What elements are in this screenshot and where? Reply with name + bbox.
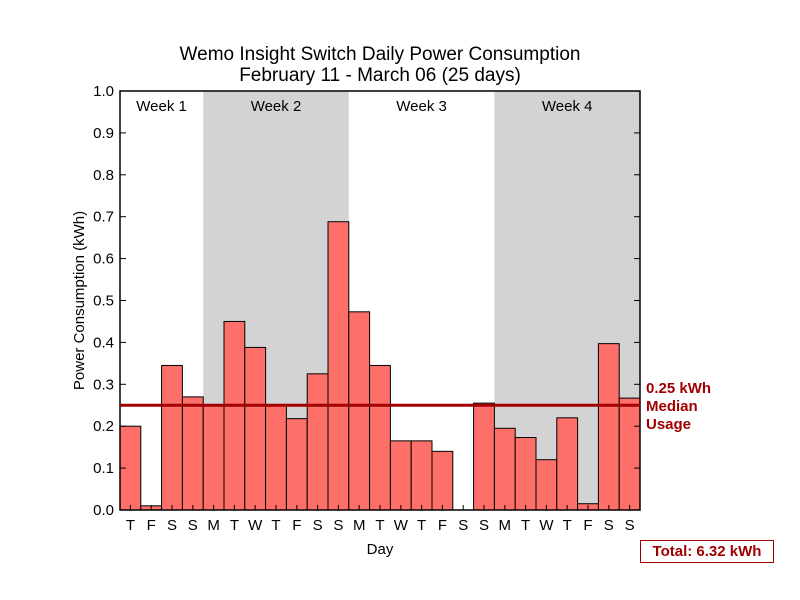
y-tick-label: 0.4 xyxy=(93,334,114,351)
chart-subtitle: February 11 - March 06 (25 days) xyxy=(239,65,521,86)
bar xyxy=(597,343,620,511)
x-tick-label: S xyxy=(313,517,323,534)
bar xyxy=(493,427,516,511)
x-tick-label: S xyxy=(333,517,343,534)
bar xyxy=(265,404,287,511)
total-usage-label: Total: 6.32 kWh xyxy=(640,540,774,563)
x-tick-label: T xyxy=(521,517,530,534)
x-tick-label: S xyxy=(625,517,635,534)
x-tick-label: W xyxy=(394,517,409,534)
x-tick-label: F xyxy=(583,517,592,534)
x-tick-label: S xyxy=(167,517,177,534)
y-tick-label: 0.2 xyxy=(93,418,114,435)
bar xyxy=(285,418,308,511)
x-tick-label: T xyxy=(126,517,135,534)
bar xyxy=(535,459,558,511)
x-tick-label: F xyxy=(292,517,301,534)
bar xyxy=(410,440,433,511)
median-label: Usage xyxy=(646,416,691,433)
bar xyxy=(369,364,391,511)
bar xyxy=(202,404,225,511)
y-tick-label: 0.5 xyxy=(93,293,114,310)
bar xyxy=(556,417,579,511)
x-tick-label: T xyxy=(417,517,426,534)
x-tick-label: W xyxy=(248,517,263,534)
week-label: Week 3 xyxy=(396,98,447,115)
bar xyxy=(473,402,495,511)
x-tick-label: W xyxy=(539,517,554,534)
x-tick-label: T xyxy=(271,517,280,534)
bar xyxy=(223,320,246,511)
bar xyxy=(244,346,267,511)
median-label: Median xyxy=(646,398,698,415)
median-label: 0.25 kWh xyxy=(646,380,711,397)
x-tick-label: T xyxy=(230,517,239,534)
bar xyxy=(618,397,641,511)
y-tick-label: 0.6 xyxy=(93,251,114,268)
week-label: Week 1 xyxy=(136,98,187,115)
y-axis-label: Power Consumption (kWh) xyxy=(71,211,88,390)
week-label: Week 4 xyxy=(542,98,593,115)
y-tick-label: 0.0 xyxy=(93,502,114,519)
x-tick-label: S xyxy=(479,517,489,534)
bar xyxy=(161,364,183,511)
bar xyxy=(348,311,371,511)
y-tick-label: 0.1 xyxy=(93,460,114,477)
y-tick-label: 0.3 xyxy=(93,376,114,393)
x-tick-label: S xyxy=(188,517,198,534)
bar xyxy=(389,440,412,511)
x-tick-label: M xyxy=(207,517,220,534)
x-tick-label: M xyxy=(499,517,512,534)
bar xyxy=(431,450,454,511)
x-tick-label: S xyxy=(458,517,468,534)
bar xyxy=(306,373,329,511)
x-tick-label: T xyxy=(563,517,572,534)
y-tick-label: 1.0 xyxy=(93,83,114,100)
chart-title: Wemo Insight Switch Daily Power Consumpt… xyxy=(180,44,581,65)
x-tick-label: M xyxy=(353,517,366,534)
x-tick-label: F xyxy=(147,517,156,534)
y-tick-label: 0.8 xyxy=(93,167,114,184)
x-tick-label: S xyxy=(604,517,614,534)
x-tick-label: F xyxy=(438,517,447,534)
y-tick-label: 0.7 xyxy=(93,209,114,226)
week-label: Week 2 xyxy=(251,98,302,115)
x-tick-label: T xyxy=(375,517,384,534)
bar xyxy=(181,396,204,511)
y-tick-label: 0.9 xyxy=(93,125,114,142)
x-axis-label: Day xyxy=(367,541,394,558)
bar xyxy=(327,221,350,511)
bar xyxy=(514,437,537,511)
